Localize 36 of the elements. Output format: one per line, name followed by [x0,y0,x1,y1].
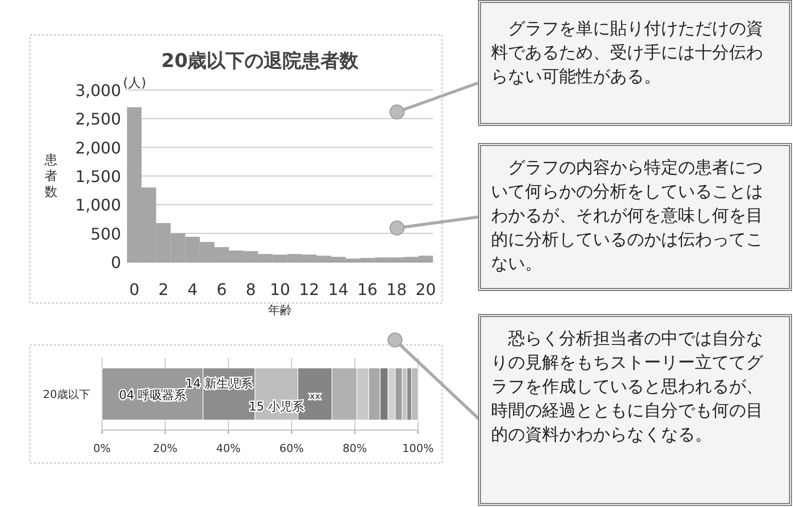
x-tick-label: 2 [158,280,169,299]
y-tick-label: 1,500 [75,167,121,186]
x-tick-label: 10 [270,280,290,299]
x-axis-title: 年齢 [268,303,292,317]
x-tick-label: 6 [216,280,227,299]
x-tick-label: 12 [298,280,320,299]
series-label: 15 小児系 [248,399,304,414]
text: 恐らく分析担当者の中では自分なりの見解をもちストーリー立ててグラフを作成していると思われるが、時間の経過とともに自分でも何の目的の資料かわからなくなる。 [478,314,792,506]
x-tick-label: 20% [152,442,178,455]
y-tick-label: 2,000 [75,138,121,158]
y-tick-label: 0 [110,253,121,272]
text: グラフを単に貼り付けただけの資料であるため、受け手には十分伝わらない可能性がある。 [478,0,792,126]
annotation: (人) [123,76,146,91]
x-tick-label: 0% [93,442,111,455]
x-tick-label: 80% [342,442,368,455]
x-tick-label: 20 [416,280,436,299]
x-tick-label: 40% [216,442,241,455]
y-tick-label: 3,000 [75,81,121,100]
y-tick-label: 500 [90,224,121,244]
y-axis-title: 患者数 [44,153,58,200]
x-tick-label: 0 [129,280,140,299]
x-tick-label: 14 [328,280,348,299]
x-tick-label: 18 [386,280,407,299]
y-tick-label: 2,500 [75,110,121,129]
y-tick-label: 20歳以下 [43,388,90,401]
y-tick-label: 1,000 [75,196,121,215]
x-tick-label: 8 [246,280,256,299]
series-label: xx [310,392,321,402]
x-tick-label: 16 [357,280,378,299]
text: グラフの内容から特定の患者について何らかの分析をしていることはわかるが、それが何を意味し何を目的に分析しているのかは伝わってこない。 [478,143,792,291]
x-tick-label: 4 [187,280,198,299]
x-tick-label: 100% [402,442,434,455]
x-tick-label: 60% [279,442,304,455]
series-label: 14 新生児系 [185,376,253,391]
series-label: 04 呼吸器系 [119,388,186,402]
chart-title: 20歳以下の退院患者数 [161,50,360,72]
